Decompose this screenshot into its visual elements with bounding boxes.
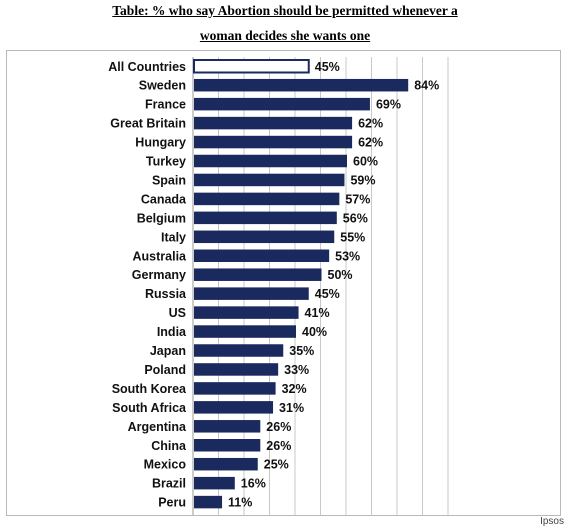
source-label: Ipsos xyxy=(540,516,564,527)
bar xyxy=(194,268,322,281)
category-label: Peru xyxy=(158,496,186,510)
data-label: 60% xyxy=(353,155,378,169)
data-label: 41% xyxy=(305,306,330,320)
bar xyxy=(194,173,345,187)
bar xyxy=(194,495,223,509)
data-label: 35% xyxy=(289,344,314,358)
bar xyxy=(194,154,347,168)
data-label: 53% xyxy=(335,249,360,263)
data-label: 62% xyxy=(358,136,383,150)
category-label: Germany xyxy=(132,268,186,282)
bar xyxy=(194,306,299,319)
data-label: 55% xyxy=(340,230,365,244)
data-label: 26% xyxy=(266,439,291,453)
bar xyxy=(194,457,258,471)
category-label: Italy xyxy=(161,230,186,244)
data-label: 69% xyxy=(376,98,401,112)
category-label: Turkey xyxy=(146,155,186,169)
category-label: Brazil xyxy=(152,477,186,491)
category-label: Russia xyxy=(145,287,187,301)
category-label: Argentina xyxy=(128,420,187,434)
bar xyxy=(194,97,370,111)
category-label: US xyxy=(169,306,186,320)
bar-chart: All Countries 45% Sweden 84% France 69% Great … xyxy=(108,57,449,517)
category-label: South Korea xyxy=(112,382,187,396)
data-label: 45% xyxy=(315,60,340,74)
data-label: 45% xyxy=(315,287,340,301)
bar xyxy=(194,249,330,262)
data-label: 59% xyxy=(350,173,375,187)
data-label: 62% xyxy=(358,117,383,131)
data-label: 50% xyxy=(328,268,353,282)
bar xyxy=(194,420,261,433)
category-label: China xyxy=(151,439,187,453)
bar xyxy=(194,230,335,244)
bar xyxy=(194,325,296,338)
bar xyxy=(194,439,261,452)
category-label: Japan xyxy=(150,344,186,358)
data-label: 56% xyxy=(343,211,368,225)
category-label: South Africa xyxy=(112,401,187,415)
data-label: 40% xyxy=(302,325,327,339)
bar xyxy=(194,78,409,92)
category-label: Sweden xyxy=(139,79,186,93)
category-label: Poland xyxy=(144,363,186,377)
chart-frame: All Countries 45% Sweden 84% France 69% Great … xyxy=(6,50,561,517)
bar xyxy=(194,344,284,357)
data-label: 25% xyxy=(264,458,289,472)
category-label: Mexico xyxy=(144,458,187,472)
bar xyxy=(194,476,235,490)
data-label: 26% xyxy=(266,420,291,434)
bar xyxy=(194,211,337,225)
data-label: 32% xyxy=(282,382,307,396)
data-label: 33% xyxy=(284,363,309,377)
category-label: Hungary xyxy=(135,136,186,150)
chart-title-line-2: woman decides she wants one xyxy=(199,28,371,43)
data-label: 16% xyxy=(241,477,266,491)
category-label: France xyxy=(145,98,186,112)
category-label: Australia xyxy=(133,249,188,263)
category-label: Great Britain xyxy=(110,117,186,131)
chart-title-line-1: Table: % who say Abortion should be perm… xyxy=(112,3,458,18)
category-label: India xyxy=(157,325,187,339)
category-label: Belgium xyxy=(137,211,186,225)
data-label: 31% xyxy=(279,401,304,415)
bar xyxy=(194,401,274,414)
bar xyxy=(194,192,340,206)
data-label: 57% xyxy=(345,192,370,206)
data-label: 11% xyxy=(228,496,252,510)
bar xyxy=(194,287,309,300)
category-label: Spain xyxy=(152,173,186,187)
data-label: 84% xyxy=(414,79,439,93)
bar xyxy=(194,382,276,395)
bar xyxy=(194,116,353,130)
category-label: Canada xyxy=(141,192,187,206)
category-label: All Countries xyxy=(108,60,186,74)
bar xyxy=(194,135,353,149)
bar-highlighted xyxy=(193,59,310,74)
bar xyxy=(194,363,279,376)
